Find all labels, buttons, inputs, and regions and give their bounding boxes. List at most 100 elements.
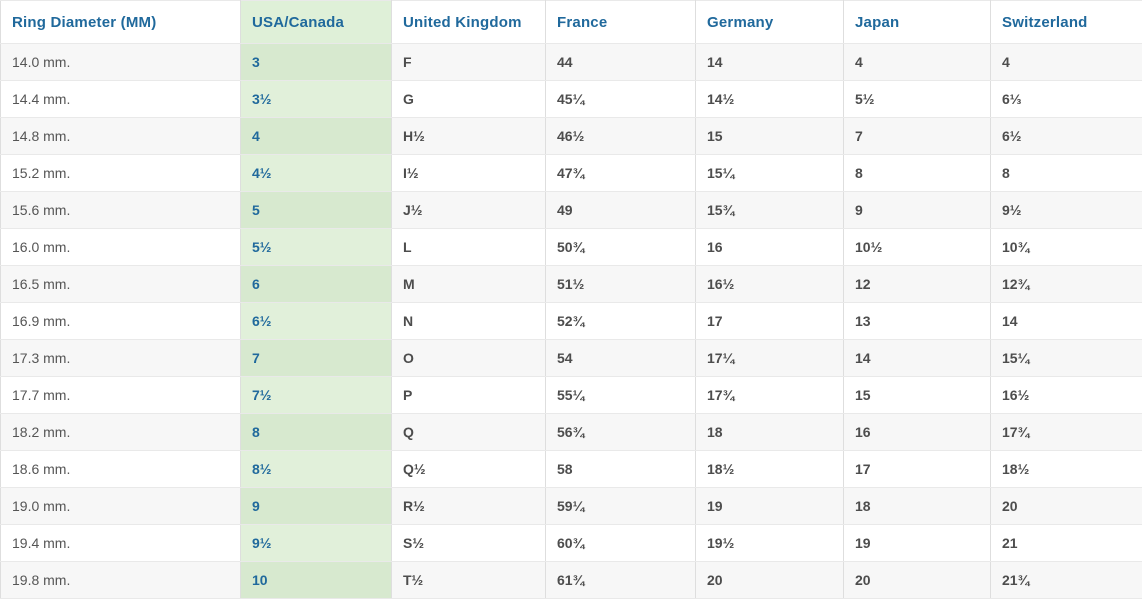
cell-japan: 13 <box>843 302 991 340</box>
cell-france: 46½ <box>545 117 696 155</box>
cell-diameter: 16.9 mm. <box>0 302 241 340</box>
table-row: 19.4 mm. 9½ S½ 60¾ 19½ 19 21 <box>0 524 1142 562</box>
cell-germany: 17¼ <box>695 339 844 377</box>
cell-diameter: 16.5 mm. <box>0 265 241 303</box>
cell-usa-canada: 7 <box>240 339 392 377</box>
cell-france: 58 <box>545 450 696 488</box>
table-row: 15.2 mm. 4½ I½ 47¾ 15¼ 8 8 <box>0 154 1142 192</box>
cell-japan: 20 <box>843 561 991 599</box>
cell-germany: 20 <box>695 561 844 599</box>
cell-united-kingdom: P <box>391 376 546 414</box>
table-row: 16.9 mm. 6½ N 52¾ 17 13 14 <box>0 302 1142 340</box>
cell-japan: 10½ <box>843 228 991 266</box>
cell-switzerland: 4 <box>990 43 1142 81</box>
cell-diameter: 16.0 mm. <box>0 228 241 266</box>
cell-diameter: 19.8 mm. <box>0 561 241 599</box>
cell-germany: 19 <box>695 487 844 525</box>
cell-usa-canada: 9 <box>240 487 392 525</box>
cell-united-kingdom: G <box>391 80 546 118</box>
cell-united-kingdom: R½ <box>391 487 546 525</box>
cell-united-kingdom: N <box>391 302 546 340</box>
cell-france: 47¾ <box>545 154 696 192</box>
cell-united-kingdom: T½ <box>391 561 546 599</box>
cell-france: 51½ <box>545 265 696 303</box>
table-row: 18.2 mm. 8 Q 56¾ 18 16 17¾ <box>0 413 1142 451</box>
cell-usa-canada: 6½ <box>240 302 392 340</box>
cell-germany: 17 <box>695 302 844 340</box>
column-header-france: France <box>545 0 696 44</box>
cell-switzerland: 21 <box>990 524 1142 562</box>
cell-japan: 16 <box>843 413 991 451</box>
cell-usa-canada: 5 <box>240 191 392 229</box>
cell-united-kingdom: O <box>391 339 546 377</box>
cell-united-kingdom: H½ <box>391 117 546 155</box>
table-row: 14.8 mm. 4 H½ 46½ 15 7 6½ <box>0 117 1142 155</box>
cell-germany: 16 <box>695 228 844 266</box>
cell-japan: 4 <box>843 43 991 81</box>
cell-switzerland: 18½ <box>990 450 1142 488</box>
cell-france: 49 <box>545 191 696 229</box>
cell-japan: 9 <box>843 191 991 229</box>
cell-france: 59¼ <box>545 487 696 525</box>
cell-france: 55¼ <box>545 376 696 414</box>
table-row: 17.7 mm. 7½ P 55¼ 17¾ 15 16½ <box>0 376 1142 414</box>
cell-germany: 15¼ <box>695 154 844 192</box>
cell-usa-canada: 4 <box>240 117 392 155</box>
column-header-united-kingdom: United Kingdom <box>391 0 546 44</box>
cell-switzerland: 21¾ <box>990 561 1142 599</box>
cell-usa-canada: 3 <box>240 43 392 81</box>
column-header-usa-canada: USA/Canada <box>240 0 392 44</box>
cell-france: 60¾ <box>545 524 696 562</box>
cell-switzerland: 12¾ <box>990 265 1142 303</box>
column-header-germany: Germany <box>695 0 844 44</box>
cell-diameter: 14.8 mm. <box>0 117 241 155</box>
table-row: 16.5 mm. 6 M 51½ 16½ 12 12¾ <box>0 265 1142 303</box>
cell-united-kingdom: L <box>391 228 546 266</box>
table-row: 17.3 mm. 7 O 54 17¼ 14 15¼ <box>0 339 1142 377</box>
cell-france: 50¾ <box>545 228 696 266</box>
cell-diameter: 14.4 mm. <box>0 80 241 118</box>
cell-united-kingdom: I½ <box>391 154 546 192</box>
cell-japan: 12 <box>843 265 991 303</box>
cell-united-kingdom: Q½ <box>391 450 546 488</box>
cell-japan: 14 <box>843 339 991 377</box>
cell-usa-canada: 4½ <box>240 154 392 192</box>
column-header-japan: Japan <box>843 0 991 44</box>
cell-diameter: 18.2 mm. <box>0 413 241 451</box>
cell-germany: 15¾ <box>695 191 844 229</box>
cell-japan: 17 <box>843 450 991 488</box>
cell-diameter: 17.7 mm. <box>0 376 241 414</box>
cell-united-kingdom: J½ <box>391 191 546 229</box>
cell-switzerland: 9½ <box>990 191 1142 229</box>
cell-diameter: 17.3 mm. <box>0 339 241 377</box>
cell-japan: 7 <box>843 117 991 155</box>
table-row: 18.6 mm. 8½ Q½ 58 18½ 17 18½ <box>0 450 1142 488</box>
cell-usa-canada: 7½ <box>240 376 392 414</box>
cell-germany: 15 <box>695 117 844 155</box>
table-header-row: Ring Diameter (MM) USA/Canada United Kingd… <box>0 0 1142 44</box>
cell-united-kingdom: S½ <box>391 524 546 562</box>
cell-germany: 14 <box>695 43 844 81</box>
cell-diameter: 15.2 mm. <box>0 154 241 192</box>
cell-japan: 8 <box>843 154 991 192</box>
cell-france: 44 <box>545 43 696 81</box>
cell-france: 45¼ <box>545 80 696 118</box>
cell-usa-canada: 8 <box>240 413 392 451</box>
table-row: 14.4 mm. 3½ G 45¼ 14½ 5½ 6⅓ <box>0 80 1142 118</box>
cell-france: 56¾ <box>545 413 696 451</box>
cell-diameter: 14.0 mm. <box>0 43 241 81</box>
cell-diameter: 15.6 mm. <box>0 191 241 229</box>
table-row: 19.0 mm. 9 R½ 59¼ 19 18 20 <box>0 487 1142 525</box>
cell-diameter: 19.4 mm. <box>0 524 241 562</box>
cell-switzerland: 15¼ <box>990 339 1142 377</box>
cell-united-kingdom: M <box>391 265 546 303</box>
cell-japan: 15 <box>843 376 991 414</box>
cell-usa-canada: 9½ <box>240 524 392 562</box>
cell-switzerland: 14 <box>990 302 1142 340</box>
cell-japan: 19 <box>843 524 991 562</box>
cell-germany: 18 <box>695 413 844 451</box>
cell-usa-canada: 6 <box>240 265 392 303</box>
column-header-switzerland: Switzerland <box>990 0 1142 44</box>
table-row: 16.0 mm. 5½ L 50¾ 16 10½ 10¾ <box>0 228 1142 266</box>
